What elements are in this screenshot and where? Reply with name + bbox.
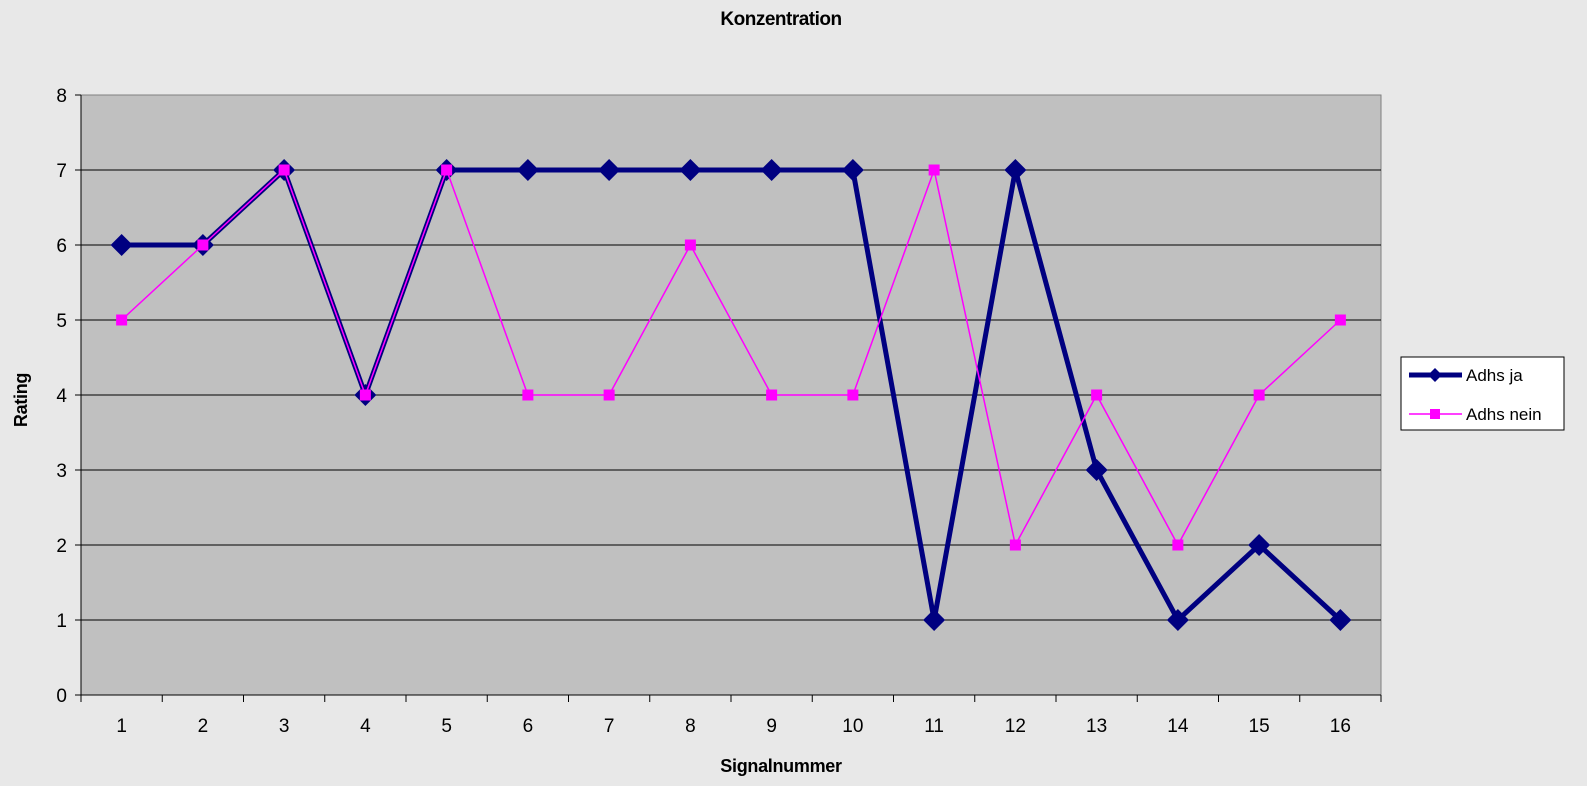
data-point [684,239,696,251]
x-tick-label: 13 [1086,716,1107,737]
y-axis-title-clip: Rating [11,373,31,427]
data-point [1166,609,1189,631]
series-layer [110,159,1352,631]
axes [75,94,1382,702]
x-tick-label: 14 [1167,716,1189,737]
data-point [197,239,209,251]
y-tick-label: 2 [56,536,67,557]
data-point [441,164,453,176]
data-point [1253,389,1265,401]
data-point [1334,314,1346,326]
y-tick-labels: 0 1 2 3 4 5 6 7 8 [56,86,67,707]
legend-label: Adhs nein [1466,405,1542,424]
y-tick-label: 7 [56,161,67,182]
y-tick-label: 1 [56,611,67,632]
legend-box [1400,356,1565,431]
data-point [516,159,539,181]
data-point [603,389,615,401]
x-tick-label: 10 [842,716,863,737]
data-point [760,159,783,181]
data-point [116,314,128,326]
data-point [1248,534,1271,556]
data-point [841,159,864,181]
x-tick-label: 16 [1330,716,1351,737]
x-tick-label: 9 [766,716,777,737]
data-point [1085,459,1108,481]
data-point [1004,159,1027,181]
data-point [278,164,290,176]
data-point [766,389,778,401]
x-tick-label: 4 [360,716,371,737]
data-point [359,389,371,401]
data-point [1091,389,1103,401]
legend-marker [1430,409,1440,419]
data-point [923,609,946,631]
chart-title: Konzentration [720,9,841,30]
x-tick-label: 15 [1249,716,1270,737]
legend-label: Adhs ja [1466,366,1523,385]
data-point [110,234,133,256]
data-point [1172,539,1184,551]
x-tick-labels: 1 2 3 4 5 6 7 8 9 10 11 12 13 14 15 16 [116,716,1351,737]
y-axis-title: Rating [11,373,31,427]
data-point [928,164,940,176]
x-tick-label: 5 [441,716,452,737]
data-point [1329,609,1352,631]
legend-marker [1428,368,1442,382]
x-tick-label: 7 [604,716,615,737]
data-point [679,159,702,181]
data-point [1009,539,1021,551]
x-tick-label: 2 [198,716,209,737]
y-tick-label: 3 [56,461,67,482]
data-point [522,389,534,401]
y-tick-label: 0 [56,686,67,707]
x-tick-label: 12 [1005,716,1026,737]
data-point [598,159,621,181]
x-tick-label: 11 [924,716,944,737]
x-axis-title: Signalnummer [720,756,842,776]
y-tick-label: 4 [56,386,67,407]
data-point [847,389,859,401]
legend: Adhs ja Adhs nein [1400,356,1565,431]
series-line [121,167,1341,548]
y-tick-label: 5 [56,311,67,332]
series-2 [116,164,1346,551]
y-tick-label: 8 [56,86,67,107]
x-tick-label: 3 [279,716,290,737]
x-tick-label: 6 [523,716,534,737]
y-tick-label: 6 [56,236,67,257]
x-tick-label: 8 [685,716,696,737]
x-tick-label: 1 [116,716,127,737]
